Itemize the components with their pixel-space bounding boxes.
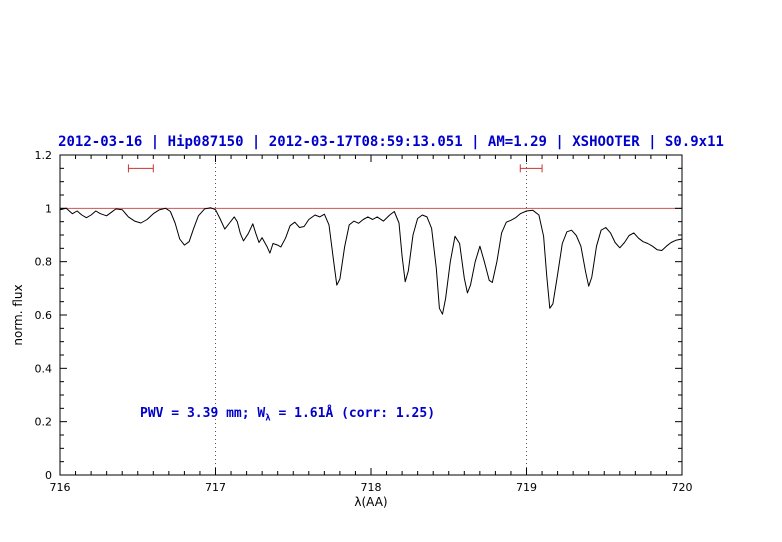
y-tick-label: 0 [45, 469, 52, 482]
x-tick-label: 717 [205, 481, 226, 494]
y-tick-label: 0.8 [35, 256, 53, 269]
pwv-annotation-suffix: = 1.61Å (corr: 1.25) [270, 406, 436, 421]
plot-title: 2012-03-16 | Hip087150 | 2012-03-17T08:5… [58, 134, 724, 150]
pwv-annotation: PWV = 3.39 mm; Wλ = 1.61Å (corr: 1.25) [140, 406, 435, 424]
x-tick-label: 716 [50, 481, 71, 494]
y-tick-label: 1 [45, 202, 52, 215]
pwv-annotation-subscript: λ [265, 413, 271, 424]
y-tick-label: 0.6 [35, 309, 53, 322]
y-tick-label: 1.2 [35, 149, 53, 162]
pwv-annotation-prefix: PWV = 3.39 mm; W [140, 406, 266, 421]
plot-box [59, 154, 683, 476]
x-tick-label: 720 [672, 481, 693, 494]
spectrum-line [59, 207, 683, 315]
y-tick-label: 0.2 [35, 416, 53, 429]
y-tick-label: 0.4 [35, 362, 53, 375]
y-axis-label: norm. flux [11, 284, 25, 345]
x-tick-label: 719 [516, 481, 537, 494]
x-tick-label: 718 [361, 481, 382, 494]
x-axis-label: λ(AA) [354, 495, 387, 509]
